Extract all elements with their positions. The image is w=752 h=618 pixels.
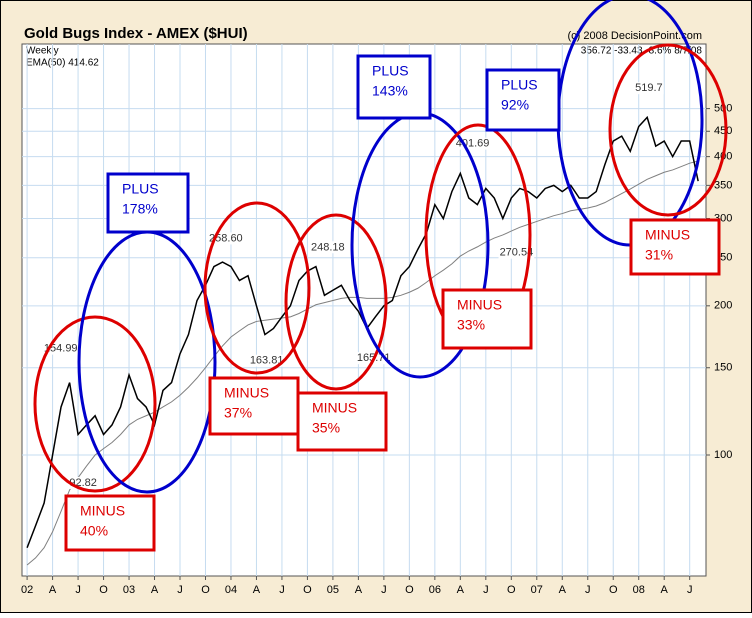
x-tick-label: J xyxy=(687,584,693,596)
quote-label: 356.72 -33.43 -8.6% 8/7/08 xyxy=(581,46,703,57)
callout-box xyxy=(208,376,300,436)
callout-text: 92% xyxy=(501,97,529,113)
x-tick-label: 08 xyxy=(633,584,645,596)
callout-text: 40% xyxy=(80,523,108,539)
price-label: 92.82 xyxy=(69,477,97,489)
y-tick-label: 200 xyxy=(714,300,732,312)
x-tick-label: 04 xyxy=(225,584,237,596)
callout-text: MINUS xyxy=(457,297,502,313)
x-tick-label: 06 xyxy=(429,584,441,596)
price-label: 519.7 xyxy=(635,82,663,94)
price-label-bg xyxy=(248,354,285,367)
x-tick-label: J xyxy=(483,584,489,596)
x-tick-label: A xyxy=(49,584,57,596)
price-label: 154.99 xyxy=(44,343,78,355)
callout-box xyxy=(441,288,533,350)
x-tick-label: J xyxy=(177,584,183,596)
x-tick-label: J xyxy=(75,584,81,596)
highlight-ellipse xyxy=(203,201,311,375)
x-tick-label: 02 xyxy=(21,584,33,596)
x-tick-label: O xyxy=(201,584,210,596)
x-tick-label: O xyxy=(99,584,108,596)
x-tick-label: A xyxy=(661,584,669,596)
period-label: Weekly xyxy=(26,46,59,57)
price-label: 270.54 xyxy=(500,247,534,259)
callout-text: PLUS xyxy=(122,181,159,197)
callout-text: 178% xyxy=(122,201,158,217)
copyright: (c) 2008 DecisionPoint.com xyxy=(567,30,702,42)
price-label: 248.18 xyxy=(311,241,345,253)
chart-title: Gold Bugs Index - AMEX ($HUI) xyxy=(24,25,248,42)
x-tick-label: A xyxy=(559,584,567,596)
callout-text: PLUS xyxy=(501,77,538,93)
x-tick-label: A xyxy=(151,584,159,596)
x-tick-label: O xyxy=(507,584,516,596)
callout-text: MINUS xyxy=(312,400,357,416)
callout-text: MINUS xyxy=(80,503,125,519)
indicator-label: EMA(50) 414.62 xyxy=(26,58,99,69)
price-label-bg xyxy=(634,82,664,95)
callout-box xyxy=(296,391,388,452)
callout-text: MINUS xyxy=(645,227,690,243)
price-label: 163.81 xyxy=(250,355,284,367)
callout-box xyxy=(106,172,190,234)
callout-text: 35% xyxy=(312,420,340,436)
ema-line xyxy=(26,160,699,566)
x-tick-label: O xyxy=(609,584,618,596)
callout-box xyxy=(629,218,721,276)
callout-text: 31% xyxy=(645,247,673,263)
x-tick-label: A xyxy=(253,584,261,596)
callout-box xyxy=(356,54,432,120)
x-tick-label: 03 xyxy=(123,584,135,596)
highlight-ellipse xyxy=(284,213,388,391)
price-label-bg xyxy=(498,246,535,259)
callout-text: 37% xyxy=(224,405,252,421)
y-tick-label: 450 xyxy=(714,125,732,137)
highlight-ellipse xyxy=(33,315,157,493)
callout-box xyxy=(64,494,156,552)
x-tick-label: O xyxy=(405,584,414,596)
x-tick-label: A xyxy=(355,584,363,596)
x-tick-label: J xyxy=(279,584,285,596)
highlight-ellipse xyxy=(608,43,728,217)
plot-area xyxy=(21,43,707,577)
callout-box xyxy=(485,68,561,132)
x-tick-label: 05 xyxy=(327,584,339,596)
x-tick-label: 07 xyxy=(531,584,543,596)
x-tick-label: O xyxy=(303,584,312,596)
callout-text: PLUS xyxy=(372,63,409,79)
x-tick-label: A xyxy=(457,584,465,596)
x-tick-label: J xyxy=(381,584,387,596)
callout-text: 143% xyxy=(372,83,408,99)
y-tick-label: 100 xyxy=(714,449,732,461)
y-tick-label: 150 xyxy=(714,362,732,374)
y-tick-label: 350 xyxy=(714,179,732,191)
price-label-bg xyxy=(309,241,346,254)
callout-text: 33% xyxy=(457,317,485,333)
callout-text: MINUS xyxy=(224,385,269,401)
x-tick-label: J xyxy=(585,584,591,596)
